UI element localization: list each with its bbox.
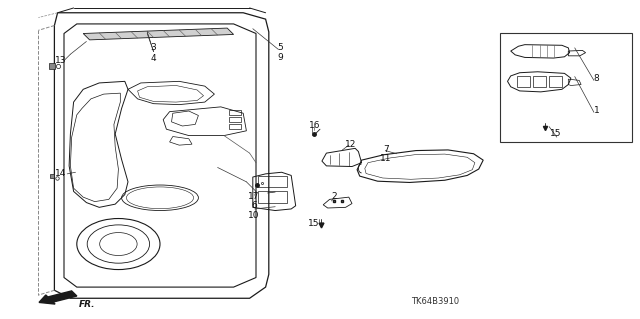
Text: 15: 15	[308, 219, 319, 228]
Text: TK64B3910: TK64B3910	[411, 297, 460, 306]
Bar	[500, 33, 632, 142]
FancyArrow shape	[39, 291, 77, 304]
Text: FR.: FR.	[79, 300, 95, 309]
Text: 9: 9	[278, 53, 283, 62]
Text: 6: 6	[252, 201, 257, 210]
Text: 2: 2	[332, 192, 337, 201]
Bar	[229, 124, 241, 129]
Text: 11: 11	[380, 154, 392, 163]
Bar	[549, 76, 562, 87]
Bar	[229, 117, 241, 122]
Text: 14: 14	[55, 169, 67, 178]
Text: 1: 1	[594, 106, 599, 115]
Text: 10: 10	[248, 211, 260, 220]
Text: 16: 16	[309, 121, 321, 130]
Polygon shape	[83, 28, 234, 40]
Bar	[258, 191, 287, 203]
Text: 8: 8	[594, 74, 599, 83]
Text: 12: 12	[345, 140, 356, 149]
Text: 13: 13	[55, 56, 67, 65]
Text: 17: 17	[248, 192, 260, 201]
Text: 3: 3	[151, 43, 156, 52]
Text: 7: 7	[383, 145, 388, 154]
Bar	[517, 76, 530, 87]
Bar	[258, 176, 287, 187]
Text: 4: 4	[151, 54, 156, 63]
Bar	[229, 110, 241, 115]
Text: 5: 5	[278, 43, 283, 52]
Bar	[533, 76, 546, 87]
Text: 15: 15	[550, 129, 561, 138]
